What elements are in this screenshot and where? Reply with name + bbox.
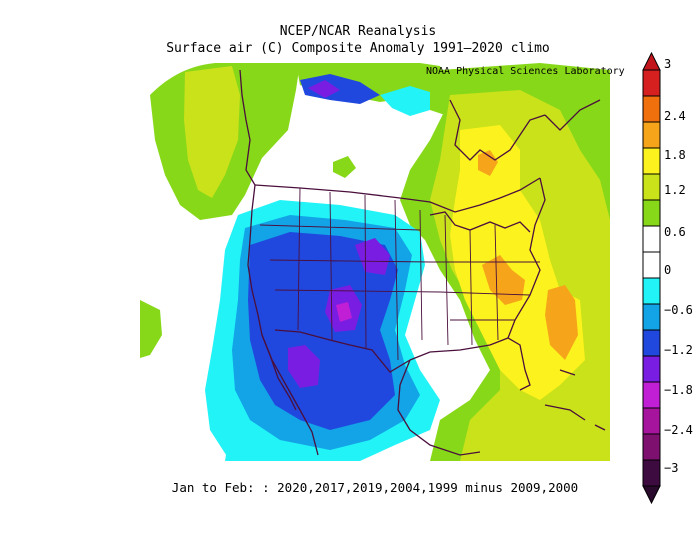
colorbar-label: 0.6 [664, 225, 686, 239]
border-us-mexico [274, 329, 411, 373]
colorbar-label: −1.8 [664, 383, 693, 397]
footer-caption: Jan to Feb: : 2020,2017,2019,2004,1999 m… [171, 480, 579, 495]
coastline-labrador [544, 99, 601, 131]
coastline-baja [261, 334, 297, 411]
region-south-cyan [225, 430, 300, 461]
colorbar-label: −3 [664, 461, 678, 475]
colorbar-swatch [642, 407, 661, 435]
colorbar-swatch [642, 433, 661, 461]
colorbar-swatch [642, 199, 661, 227]
colorbar-swatch [642, 147, 661, 175]
credit-text: NOAA Physical Sciences Laboratory [426, 66, 625, 77]
colorbar-label: 3 [664, 57, 671, 71]
region-east-orange-3 [545, 285, 578, 360]
colorbar-bottom-arrow [642, 485, 661, 505]
colorbar-label: −0.6 [664, 303, 693, 317]
caribbean-islands [544, 369, 606, 431]
title-line-1: NCEP/NCAR Reanalysis [279, 24, 437, 39]
region-west-yellowgreen [184, 66, 240, 198]
colorbar-label: −2.4 [664, 423, 693, 437]
colorbar-swatch [642, 225, 661, 253]
region-north-blue [300, 74, 380, 104]
coastline-hudson [449, 99, 546, 161]
state-lines [259, 187, 540, 361]
region-west-magenta [336, 302, 352, 322]
colorbar-swatch [642, 173, 661, 201]
colorbar-label: 1.2 [664, 183, 686, 197]
region-small-green-blob [333, 156, 356, 178]
colorbar-swatch [642, 69, 661, 97]
region-left-green-blob [140, 300, 162, 358]
colorbar-label: 0 [664, 263, 671, 277]
region-north-cyan [380, 86, 430, 116]
colorbar-swatch [642, 355, 661, 383]
region-north-purple [308, 80, 340, 98]
colorbar-top-arrow [642, 51, 661, 71]
colorbar-swatch [642, 381, 661, 409]
region-west-purple-3 [288, 345, 320, 388]
colorbar-label: −1.2 [664, 343, 693, 357]
colorbar-swatch [642, 121, 661, 149]
coastline-mexico-east [397, 359, 481, 456]
map-boundaries [239, 69, 606, 456]
colorbar-swatch [642, 303, 661, 331]
coastline-west [239, 69, 319, 456]
colorbar-swatch [642, 277, 661, 305]
colorbar-label: 1.8 [664, 148, 686, 162]
colorbar-swatch [642, 459, 661, 487]
coastline-east [507, 177, 546, 339]
title-line-2: Surface air (C) Composite Anomaly 1991–2… [166, 41, 550, 56]
region-east-orange-2 [482, 255, 525, 305]
colorbar-label: 2.4 [664, 109, 686, 123]
region-west-blue [248, 232, 398, 430]
region-west-purple-1 [355, 238, 390, 275]
region-east-orange-1 [478, 150, 498, 176]
colorbar-swatch [642, 95, 661, 123]
colorbar-swatch [642, 329, 661, 357]
border-us-canada [254, 177, 541, 213]
great-lakes [429, 211, 531, 233]
colorbar-swatch [642, 251, 661, 279]
